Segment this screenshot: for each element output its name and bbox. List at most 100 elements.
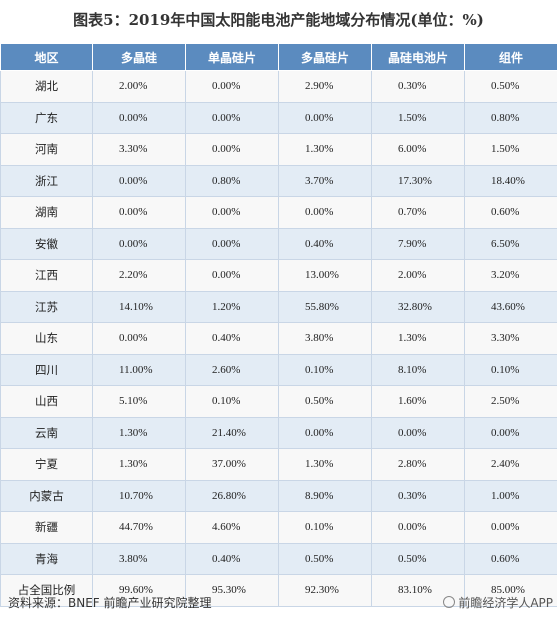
value-cell: 0.10%	[185, 385, 279, 418]
value-cell: 18.40%	[464, 164, 557, 197]
table-row: 安徽 0.00% 0.00% 0.40% 7.90% 6.50%	[0, 227, 557, 260]
value-cell: 1.60%	[371, 385, 465, 418]
region-cell: 新疆	[0, 511, 93, 544]
value-cell: 21.40%	[185, 416, 279, 449]
value-cell: 0.00%	[92, 164, 186, 197]
region-cell: 四川	[0, 353, 93, 386]
value-cell: 95.30%	[185, 574, 279, 607]
table-row: 湖南 0.00% 0.00% 0.00% 0.70% 0.60%	[0, 196, 557, 229]
table-row: 江西 2.20% 0.00% 13.00% 2.00% 3.20%	[0, 259, 557, 292]
value-cell: 1.30%	[278, 133, 372, 166]
region-cell: 宁夏	[0, 448, 93, 481]
value-cell: 2.20%	[92, 259, 186, 292]
value-cell: 0.50%	[371, 542, 465, 575]
value-cell: 1.30%	[278, 448, 372, 481]
value-cell: 0.00%	[92, 101, 186, 134]
value-cell: 1.20%	[185, 290, 279, 323]
value-cell: 0.50%	[278, 542, 372, 575]
value-cell: 6.00%	[371, 133, 465, 166]
value-cell: 92.30%	[278, 574, 372, 607]
value-cell: 0.30%	[371, 479, 465, 512]
value-cell: 1.50%	[371, 101, 465, 134]
value-cell: 7.90%	[371, 227, 465, 260]
value-cell: 1.30%	[371, 322, 465, 355]
value-cell: 3.30%	[92, 133, 186, 166]
value-cell: 1.00%	[464, 479, 557, 512]
table-row: 浙江 0.00% 0.80% 3.70% 17.30% 18.40%	[0, 164, 557, 197]
table-title: 图表5：2019年中国太阳能电池产能地域分布情况(单位：%)	[73, 11, 484, 29]
value-cell: 10.70%	[92, 479, 186, 512]
value-cell: 1.30%	[92, 448, 186, 481]
region-cell: 云南	[0, 416, 93, 449]
region-cell: 山东	[0, 322, 93, 355]
value-cell: 3.70%	[278, 164, 372, 197]
value-cell: 0.10%	[464, 353, 557, 386]
capacity-table: 地区 多晶硅 单晶硅片 多晶硅片 晶硅电池片 组件 湖北 2.00% 0.00% 2.90% 0.…	[0, 43, 557, 607]
value-cell: 0.40%	[185, 322, 279, 355]
table-row: 青海 3.80% 0.40% 0.50% 0.50% 0.60%	[0, 542, 557, 575]
value-cell: 0.00%	[278, 416, 372, 449]
table-row: 江苏 14.10% 1.20% 55.80% 32.80% 43.60%	[0, 290, 557, 323]
value-cell: 0.00%	[278, 101, 372, 134]
column-header: 单晶硅片	[185, 43, 279, 71]
value-cell: 32.80%	[371, 290, 465, 323]
value-cell: 26.80%	[185, 479, 279, 512]
table-row: 山东 0.00% 0.40% 3.80% 1.30% 3.30%	[0, 322, 557, 355]
value-cell: 0.00%	[185, 227, 279, 260]
table-row: 内蒙古 10.70% 26.80% 8.90% 0.30% 1.00%	[0, 479, 557, 512]
value-cell: 0.00%	[371, 511, 465, 544]
value-cell: 0.10%	[278, 353, 372, 386]
column-header: 组件	[464, 43, 557, 71]
value-cell: 0.00%	[371, 416, 465, 449]
value-cell: 3.30%	[464, 322, 557, 355]
brand-label: 前瞻经济学人APP	[458, 596, 553, 610]
brand-logo-icon	[443, 596, 456, 608]
region-cell: 江苏	[0, 290, 93, 323]
value-cell: 0.50%	[464, 70, 557, 103]
region-cell: 河南	[0, 133, 93, 166]
value-cell: 6.50%	[464, 227, 557, 260]
value-cell: 17.30%	[371, 164, 465, 197]
value-cell: 0.50%	[278, 385, 372, 418]
value-cell: 0.00%	[185, 259, 279, 292]
value-cell: 14.10%	[92, 290, 186, 323]
value-cell: 13.00%	[278, 259, 372, 292]
table-row: 云南 1.30% 21.40% 0.00% 0.00% 0.00%	[0, 416, 557, 449]
value-cell: 2.00%	[92, 70, 186, 103]
value-cell: 0.60%	[464, 542, 557, 575]
value-cell: 0.00%	[464, 511, 557, 544]
column-header: 晶硅电池片	[371, 43, 465, 71]
column-header: 地区	[0, 43, 93, 71]
value-cell: 2.80%	[371, 448, 465, 481]
value-cell: 0.00%	[185, 133, 279, 166]
value-cell: 5.10%	[92, 385, 186, 418]
footer: 资料来源：BNEF 前瞻产业研究院整理 前瞻经济学人APP	[0, 590, 557, 620]
value-cell: 0.40%	[185, 542, 279, 575]
value-cell: 0.80%	[185, 164, 279, 197]
region-cell: 浙江	[0, 164, 93, 197]
value-cell: 2.40%	[464, 448, 557, 481]
value-cell: 0.00%	[185, 196, 279, 229]
table-row: 广东 0.00% 0.00% 0.00% 1.50% 0.80%	[0, 101, 557, 134]
value-cell: 0.30%	[371, 70, 465, 103]
value-cell: 8.10%	[371, 353, 465, 386]
value-cell: 3.20%	[464, 259, 557, 292]
value-cell: 0.00%	[464, 416, 557, 449]
table-row: 宁夏 1.30% 37.00% 1.30% 2.80% 2.40%	[0, 448, 557, 481]
region-cell: 内蒙古	[0, 479, 93, 512]
value-cell: 0.00%	[278, 196, 372, 229]
value-cell: 43.60%	[464, 290, 557, 323]
value-cell: 3.80%	[278, 322, 372, 355]
value-cell: 0.00%	[92, 227, 186, 260]
value-cell: 1.50%	[464, 133, 557, 166]
value-cell: 2.60%	[185, 353, 279, 386]
value-cell: 11.00%	[92, 353, 186, 386]
region-cell: 广东	[0, 101, 93, 134]
value-cell: 44.70%	[92, 511, 186, 544]
region-cell: 青海	[0, 542, 93, 575]
table-body: 湖北 2.00% 0.00% 2.90% 0.30% 0.50% 广东 0.00% 0.00% 0…	[0, 70, 557, 607]
value-cell: 0.60%	[464, 196, 557, 229]
value-cell: 55.80%	[278, 290, 372, 323]
value-cell: 2.50%	[464, 385, 557, 418]
value-cell: 0.40%	[278, 227, 372, 260]
